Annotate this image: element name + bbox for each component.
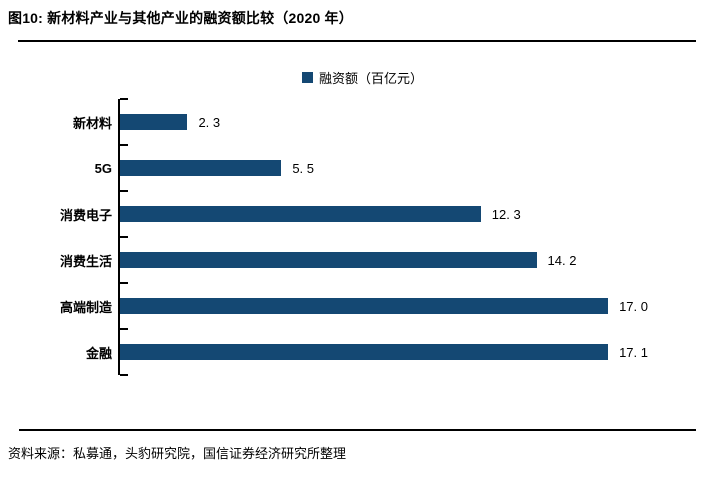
category-label: 高端制造 [59,299,112,315]
category-label: 新材料 [72,115,112,131]
category-label: 5G [94,160,112,176]
bar-row: 新材料 2. 3 [73,98,648,145]
bar-row: 消费电子 12. 3 [60,190,648,237]
legend-label: 融资额（百亿元） [318,71,423,86]
source-divider [19,429,696,431]
bar-row: 金融 17. 1 [86,328,648,375]
bar [120,252,537,268]
value-label: 12. 3 [491,206,521,222]
bar [120,114,188,130]
legend: 融资额（百亿元） [0,68,725,87]
category-label: 消费电子 [59,207,112,223]
category-label: 消费生活 [59,253,112,269]
figure-title: 图10: 新材料产业与其他产业的融资额比较（2020 年） [8,10,353,26]
bar [120,206,481,222]
bar [120,298,609,314]
category-label: 金融 [85,345,112,361]
value-label: 5. 5 [292,160,315,176]
bar-chart: 新材料 2. 3 5G 5. 5 消费电子 12. 3 消费生活 14. 2 高端制造 17. 0… [40,98,700,376]
value-label: 2. 3 [198,114,221,130]
legend-marker-icon [301,72,313,83]
bar-row: 5G 5. 5 [95,144,648,191]
bar [120,160,282,176]
bar-row: 消费生活 14. 2 [60,236,648,283]
bar-row: 高端制造 17. 0 [60,282,648,329]
value-label: 17. 1 [619,344,648,360]
value-label: 14. 2 [547,252,577,268]
plot-rows: 新材料 2. 3 5G 5. 5 消费电子 12. 3 消费生活 14. 2 高端制造 17. 0… [60,98,648,376]
title-divider [18,40,696,42]
source-note: 资料来源：私募通，头豹研究院，国信证券经济研究所整理 [8,446,347,461]
value-label: 17. 0 [619,298,648,314]
bar [120,344,609,360]
